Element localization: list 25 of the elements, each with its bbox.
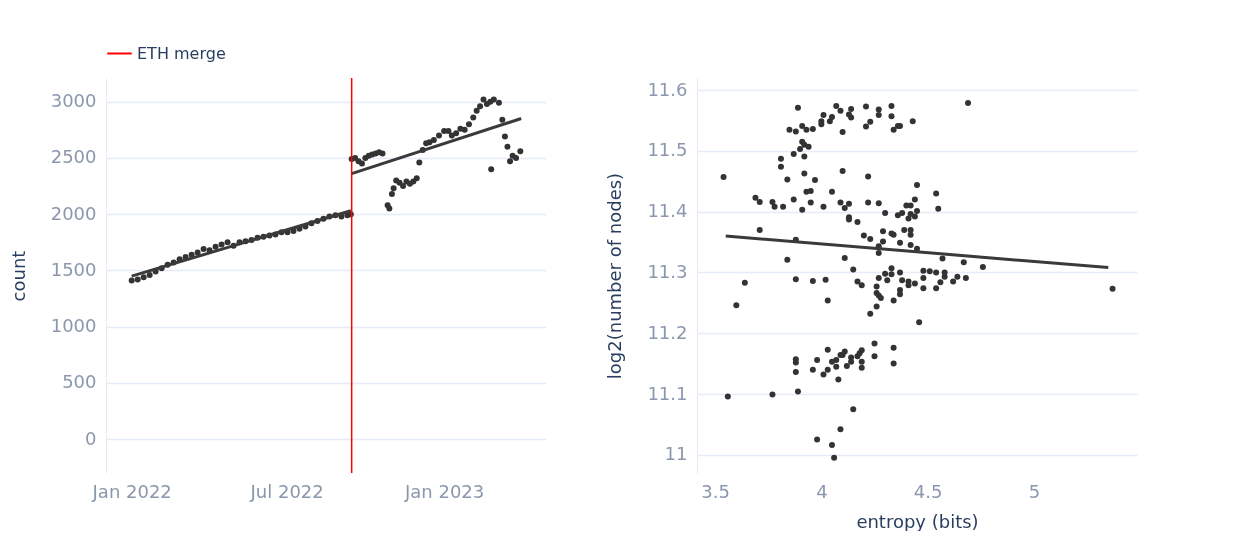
x-tick-label: 3.5 (701, 480, 730, 502)
y-axis-title: count (7, 250, 29, 302)
y-tick-label: 500 (62, 371, 97, 393)
x-axis-title: entropy (bits) (856, 510, 979, 532)
y-tick-label: 11 (664, 443, 688, 465)
legend-label: ETH merge (137, 43, 226, 63)
x-tick-label: Jul 2022 (249, 480, 324, 502)
y-tick-label: 2500 (50, 146, 97, 168)
x-tick-label: 4.5 (913, 480, 943, 502)
y-tick-label: 2000 (50, 202, 97, 224)
y-tick-label: 11.1 (647, 382, 688, 404)
x-tick-label: Jan 2022 (91, 480, 172, 502)
y-tick-label: 11.6 (647, 78, 688, 100)
x-tick-label: Jan 2023 (403, 480, 485, 502)
y-tick-label: 1000 (50, 315, 97, 337)
x-tick-label: 4 (816, 480, 828, 502)
x-tick-label: 5 (1028, 480, 1041, 502)
y-tick-label: 0 (85, 427, 97, 449)
y-tick-label: 11.4 (647, 200, 688, 222)
y-axis-title: log2(number of nodes) (604, 172, 626, 380)
y-tick-label: 3000 (50, 90, 97, 112)
y-tick-label: 1500 (50, 258, 97, 280)
y-tick-label: 11.5 (647, 139, 688, 161)
y-tick-label: 11.3 (647, 260, 688, 282)
y-tick-label: 11.2 (647, 321, 688, 343)
